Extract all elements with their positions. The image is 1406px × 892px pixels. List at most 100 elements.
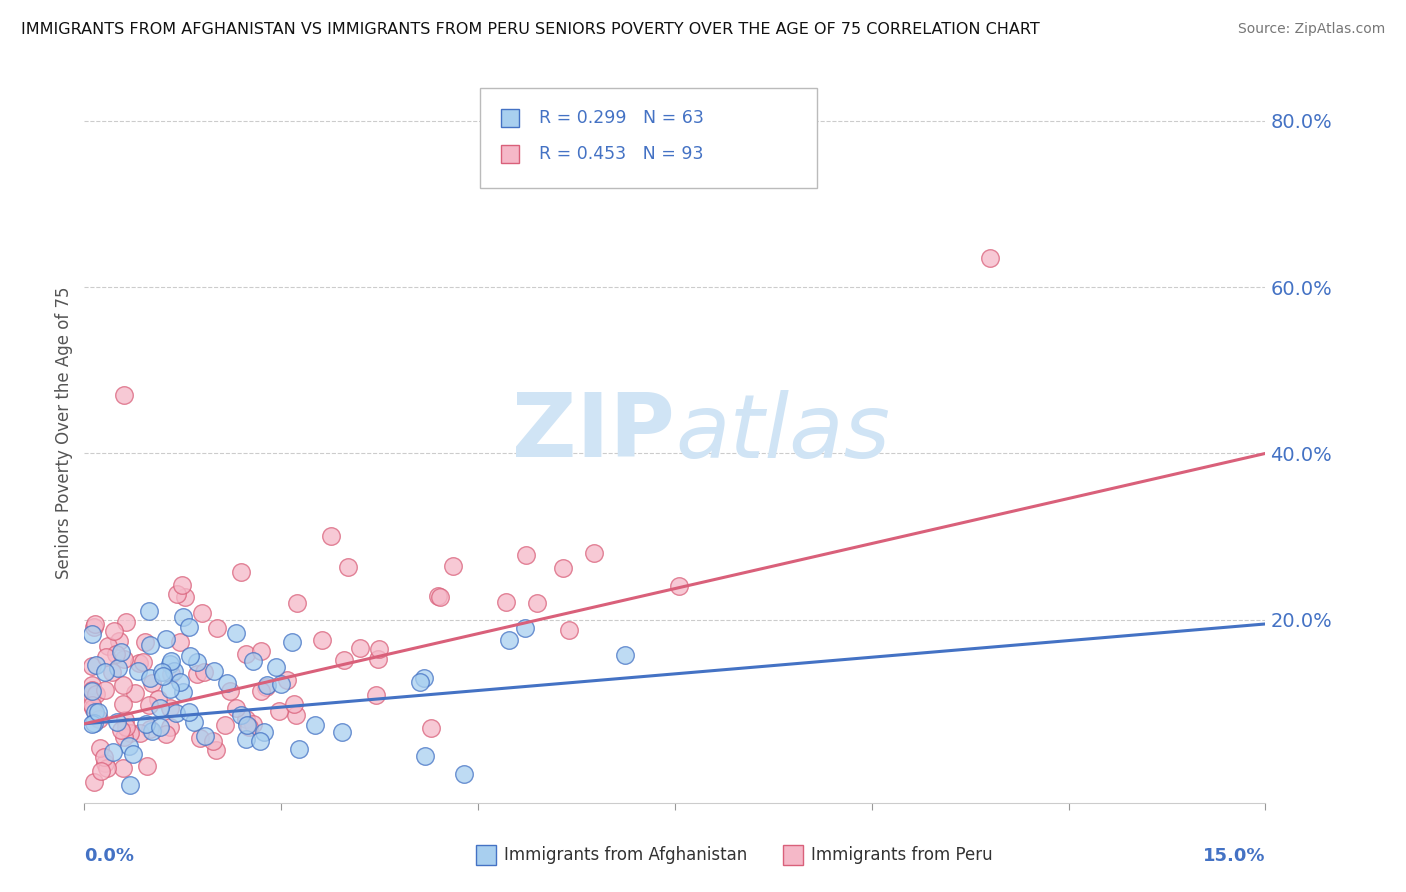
Point [129, 726, 152, 740]
Point [207, 621, 229, 635]
Point [84, 705, 107, 719]
Point [201, 733, 224, 747]
Point [427, 589, 450, 603]
Point [138, 698, 160, 713]
Point [270, 676, 292, 690]
Point [97, 639, 120, 653]
Point [82, 701, 104, 715]
Point [82, 627, 104, 641]
Point [515, 548, 537, 562]
Point [139, 723, 162, 737]
Point [82, 683, 104, 698]
Text: atlas: atlas [675, 390, 890, 475]
Point [319, 529, 342, 543]
Point [105, 647, 128, 661]
Point [159, 657, 181, 672]
Point [558, 624, 581, 638]
Point [155, 727, 177, 741]
Point [186, 667, 208, 681]
Point [205, 743, 228, 757]
Point [96, 649, 118, 664]
Text: R = 0.299   N = 63: R = 0.299 N = 63 [538, 109, 704, 127]
Point [139, 671, 162, 685]
Point [136, 758, 159, 772]
Point [236, 718, 259, 732]
Point [526, 596, 548, 610]
FancyBboxPatch shape [479, 88, 817, 188]
Point [218, 684, 240, 698]
Point [160, 667, 183, 681]
Point [149, 720, 172, 734]
Point [193, 665, 215, 679]
Point [242, 716, 264, 731]
Point [288, 742, 311, 756]
Point [179, 620, 201, 634]
Point [103, 624, 125, 638]
Point [229, 708, 252, 723]
Point [179, 705, 201, 719]
Point [83, 774, 105, 789]
Point [172, 685, 194, 699]
Point [82, 698, 104, 712]
Point [235, 732, 257, 747]
Point [107, 661, 129, 675]
Point [84, 616, 107, 631]
Point [93, 749, 115, 764]
Text: Immigrants from Peru: Immigrants from Peru [811, 846, 993, 863]
Point [253, 725, 276, 739]
Point [159, 701, 181, 715]
Point [249, 644, 271, 658]
Point [172, 578, 194, 592]
Point [108, 634, 131, 648]
Point [121, 747, 143, 761]
Point [112, 730, 135, 744]
Point [83, 620, 105, 634]
Point [429, 590, 451, 604]
Point [169, 634, 191, 648]
Y-axis label: Seniors Poverty Over the Age of 75: Seniors Poverty Over the Age of 75 [55, 286, 73, 579]
Point [84, 687, 107, 701]
Point [82, 689, 104, 703]
Point [238, 720, 260, 734]
Point [120, 726, 142, 740]
Point [112, 388, 135, 402]
Point [82, 684, 104, 698]
Point [495, 595, 517, 609]
Text: ZIP: ZIP [512, 389, 675, 476]
Point [231, 565, 253, 579]
Point [135, 716, 157, 731]
Point [83, 716, 105, 731]
Point [183, 715, 205, 730]
Point [90, 764, 112, 779]
Point [583, 546, 606, 560]
Point [115, 615, 138, 629]
Point [82, 658, 104, 673]
Point [256, 677, 278, 691]
Point [235, 712, 257, 726]
Point [453, 767, 475, 781]
Point [174, 590, 197, 604]
Point [124, 686, 146, 700]
Point [551, 561, 574, 575]
Point [413, 671, 436, 685]
Point [96, 761, 118, 775]
Point [120, 778, 142, 792]
Point [114, 713, 136, 727]
Point [169, 674, 191, 689]
Point [413, 749, 436, 764]
Point [285, 708, 308, 723]
Point [441, 559, 464, 574]
Point [141, 724, 163, 739]
Point [127, 664, 149, 678]
Point [419, 721, 441, 735]
Point [254, 681, 277, 695]
Point [172, 610, 194, 624]
Point [87, 712, 110, 726]
Point [111, 761, 134, 775]
Point [111, 678, 134, 692]
Point [141, 676, 163, 690]
Point [159, 720, 181, 734]
Point [276, 673, 298, 688]
Point [110, 723, 132, 738]
Point [128, 657, 150, 671]
